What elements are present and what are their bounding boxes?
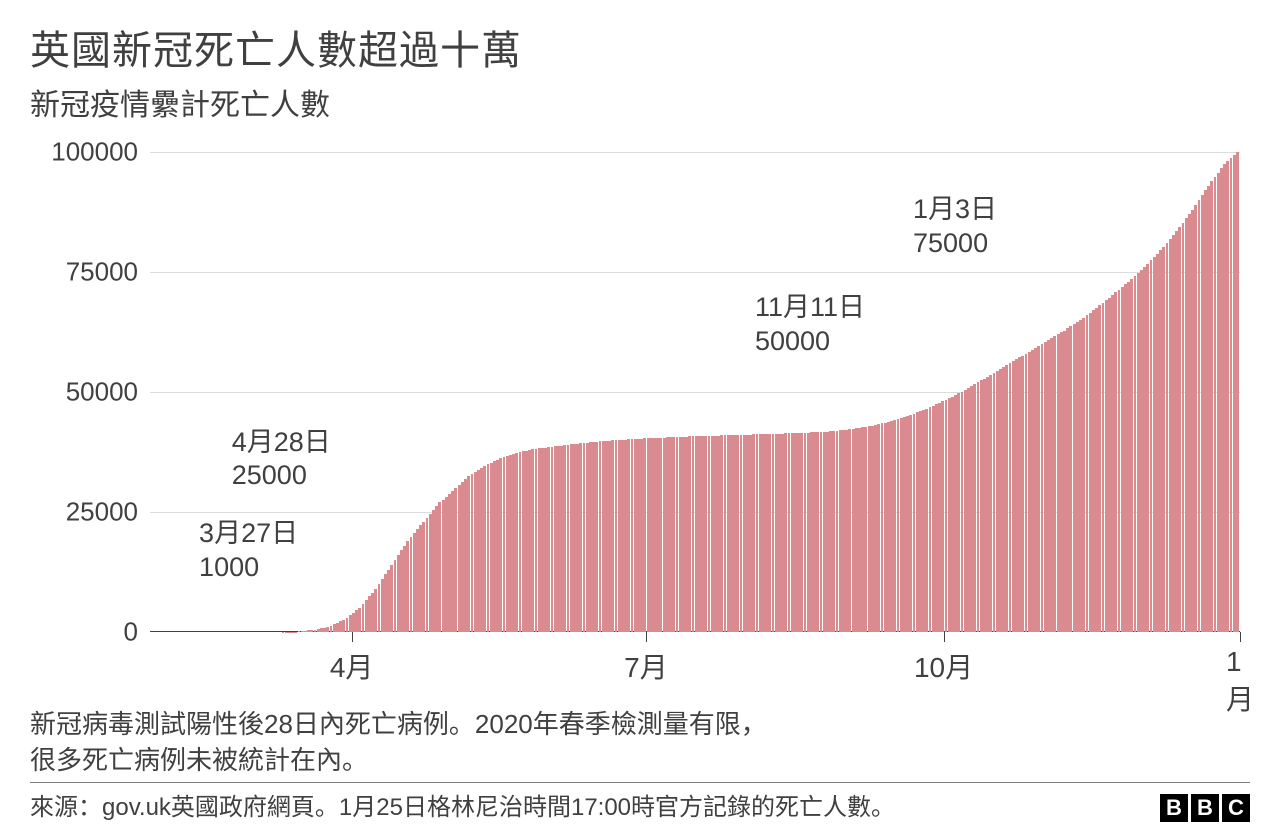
annotation-value: 50000 <box>755 325 865 359</box>
annotation-value: 75000 <box>913 227 997 261</box>
x-axis-label: 1月 <box>1226 646 1254 718</box>
annotation-date: 4月28日 <box>232 426 331 460</box>
x-tick <box>646 632 647 642</box>
bbc-logo-c: C <box>1222 794 1250 822</box>
footnote-line2: 很多死亡病例未被統計在內。 <box>30 745 368 775</box>
footnote-line1: 新冠病毒測試陽性後28日內死亡病例。2020年春季檢測量有限， <box>30 709 767 739</box>
annotation-date: 11月11日 <box>755 291 865 325</box>
y-axis-label: 0 <box>124 617 138 648</box>
y-axis-label: 75000 <box>66 257 138 288</box>
chart-container: 英國新冠死亡人數超過十萬 新冠疫情纍計死亡人數 3月27日10004月28日25… <box>0 0 1280 828</box>
bbc-logo-b1: B <box>1160 794 1188 822</box>
bar <box>1236 152 1239 632</box>
annotation-value: 25000 <box>232 459 331 493</box>
annotation-value: 1000 <box>199 551 298 585</box>
chart-annotation: 11月11日50000 <box>755 291 865 359</box>
bbc-logo-b2: B <box>1191 794 1219 822</box>
source-text: 來源：gov.uk英國政府網頁。1月25日格林尼治時間17:00時官方記錄的死亡… <box>30 787 895 822</box>
annotation-date: 3月27日 <box>199 517 298 551</box>
annotation-date: 1月3日 <box>913 193 997 227</box>
chart-subtitle: 新冠疫情纍計死亡人數 <box>30 80 1250 124</box>
x-axis-label: 10月 <box>914 646 973 686</box>
bar-series <box>150 152 1240 632</box>
y-axis-label: 25000 <box>66 497 138 528</box>
chart-area: 3月27日10004月28日2500011月11日500001月3日75000 … <box>30 142 1250 682</box>
x-axis-label: 7月 <box>624 646 668 686</box>
chart-title: 英國新冠死亡人數超過十萬 <box>30 18 1250 76</box>
chart-annotation: 1月3日75000 <box>913 193 997 261</box>
x-tick <box>1240 632 1241 642</box>
y-axis-label: 50000 <box>66 377 138 408</box>
x-tick <box>944 632 945 642</box>
x-tick <box>352 632 353 642</box>
chart-annotation: 4月28日25000 <box>232 426 331 494</box>
footnote: 新冠病毒測試陽性後28日內死亡病例。2020年春季檢測量有限， 很多死亡病例未被… <box>30 706 1250 779</box>
bbc-logo: B B C <box>1160 794 1250 822</box>
y-axis-label: 100000 <box>51 137 138 168</box>
chart-annotation: 3月27日1000 <box>199 517 298 585</box>
plot-region: 3月27日10004月28日2500011月11日500001月3日75000 … <box>150 152 1240 632</box>
source-row: 來源：gov.uk英國政府網頁。1月25日格林尼治時間17:00時官方記錄的死亡… <box>30 782 1250 822</box>
x-axis-label: 4月 <box>330 646 374 686</box>
